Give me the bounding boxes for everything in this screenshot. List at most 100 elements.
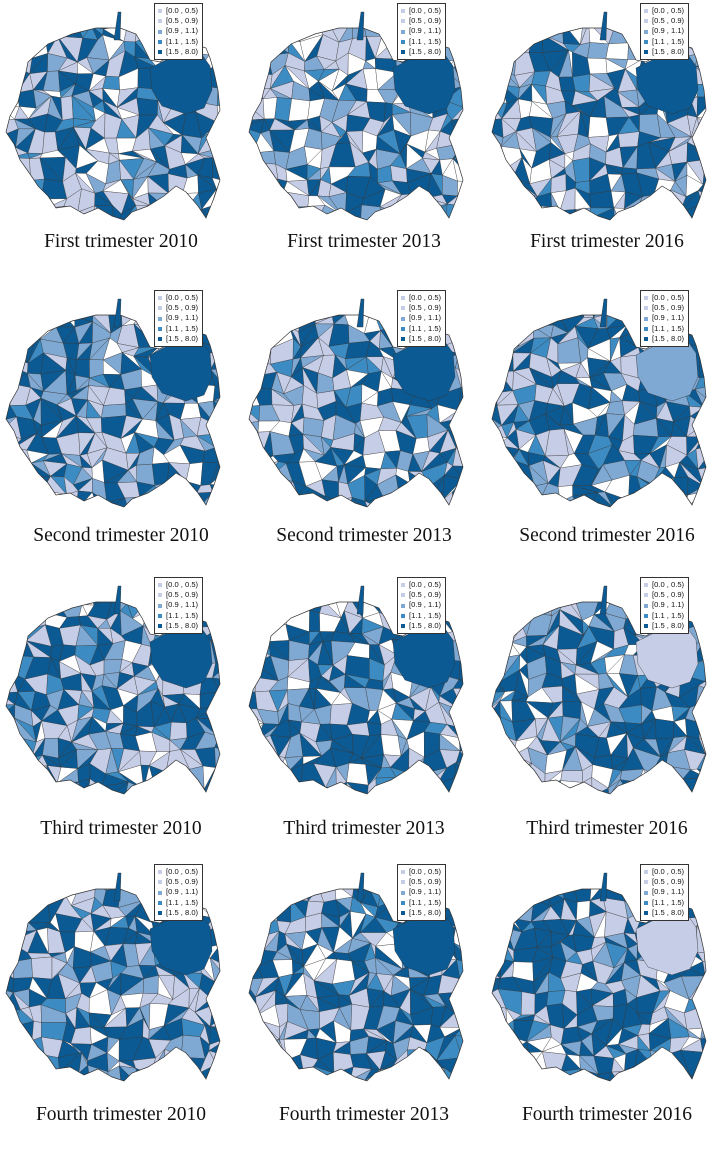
census-tract (611, 505, 627, 507)
census-tract (545, 297, 564, 310)
census-tract (249, 1072, 258, 1081)
census-tract (457, 717, 463, 743)
census-tract (34, 209, 49, 220)
census-tract (271, 315, 291, 317)
census-tract (557, 315, 584, 318)
choropleth-map (243, 872, 464, 1101)
legend-entry: [0.9 , 1.1) (644, 887, 684, 897)
census-tract (417, 777, 434, 794)
census-tract (637, 782, 656, 794)
census-tract (25, 297, 42, 312)
legend-entry: [0.9 , 1.1) (644, 26, 684, 36)
census-tract (249, 66, 260, 90)
census-tract (703, 490, 706, 507)
census-tract (27, 1086, 52, 1101)
census-tract (457, 711, 463, 728)
census-tract (249, 602, 262, 613)
legend-entry: [1.5 , 8.0) (158, 621, 198, 631)
census-tract (407, 1049, 426, 1071)
census-tract (105, 798, 128, 814)
census-tract (544, 783, 560, 794)
census-tract (19, 324, 36, 339)
census-tract (701, 602, 706, 605)
census-tract (313, 786, 337, 794)
census-tract (11, 1036, 33, 1061)
census-tract (50, 28, 58, 37)
census-tract (243, 584, 261, 601)
census-tract (73, 602, 87, 606)
census-tract (565, 584, 576, 596)
census-tract (492, 889, 506, 899)
census-tract (604, 28, 622, 31)
census-tract (283, 889, 309, 902)
census-tract (607, 871, 630, 884)
census-tract (617, 792, 645, 794)
census-tract (56, 781, 79, 794)
census-tract (331, 10, 352, 27)
census-tract (267, 500, 286, 507)
census-tract (253, 1039, 280, 1053)
census-tract (149, 205, 174, 220)
census-tract (268, 1059, 285, 1075)
census-tract (644, 792, 657, 794)
census-tract (203, 871, 214, 883)
city-outline (248, 314, 464, 508)
legend-swatch (644, 19, 648, 24)
census-tract (459, 973, 463, 991)
census-tract (45, 28, 58, 41)
legend-swatch (401, 593, 405, 598)
census-tract (201, 584, 217, 596)
northern-spike (113, 585, 122, 615)
legend-label: [1.5 , 8.0) (652, 333, 685, 343)
census-tract (20, 896, 30, 924)
census-tract (42, 297, 64, 312)
choropleth-map (5, 297, 221, 508)
census-tract (15, 896, 29, 918)
census-tract (243, 297, 264, 309)
census-tract (492, 315, 505, 317)
city-outline (491, 27, 707, 221)
census-tract (75, 359, 90, 379)
census-tract (256, 889, 278, 893)
census-tract (9, 490, 32, 507)
census-tract (27, 501, 44, 507)
census-tract (455, 1056, 463, 1077)
census-tract (360, 204, 382, 220)
legend-swatch (644, 910, 648, 915)
legend-entry: [1.5 , 8.0) (644, 47, 684, 57)
census-tract (102, 28, 128, 30)
census-tract (8, 173, 32, 189)
census-tract (462, 1079, 463, 1081)
census-tract (249, 28, 261, 46)
census-tract (249, 28, 261, 31)
census-tract (492, 57, 498, 77)
census-tract (249, 742, 263, 749)
census-tract (0, 584, 18, 601)
census-tract (86, 584, 113, 595)
legend-entry: [0.5 , 0.9) (158, 16, 198, 26)
legend-label: [0.5 , 0.9) (166, 303, 199, 313)
census-tract (249, 192, 264, 215)
census-tract (181, 492, 198, 507)
census-tract (243, 1087, 261, 1101)
census-tract (510, 602, 534, 613)
northern-spike (599, 11, 608, 41)
census-tract (270, 584, 294, 598)
census-tract (695, 604, 706, 620)
census-tract (18, 889, 30, 898)
census-tract (316, 1083, 339, 1101)
census-tract (252, 73, 273, 89)
census-tract (136, 463, 156, 486)
census-tract (300, 315, 324, 316)
census-tract (370, 315, 379, 319)
census-tract (458, 409, 463, 425)
legend-swatch (644, 613, 648, 618)
census-tract (289, 602, 304, 614)
census-tract (424, 794, 444, 814)
legend-swatch (644, 593, 648, 598)
census-tract (541, 297, 563, 310)
census-tract (696, 116, 706, 132)
panel-caption: Third trimester 2016 (526, 818, 688, 839)
census-tract (694, 84, 706, 98)
northern-spike (113, 872, 122, 902)
